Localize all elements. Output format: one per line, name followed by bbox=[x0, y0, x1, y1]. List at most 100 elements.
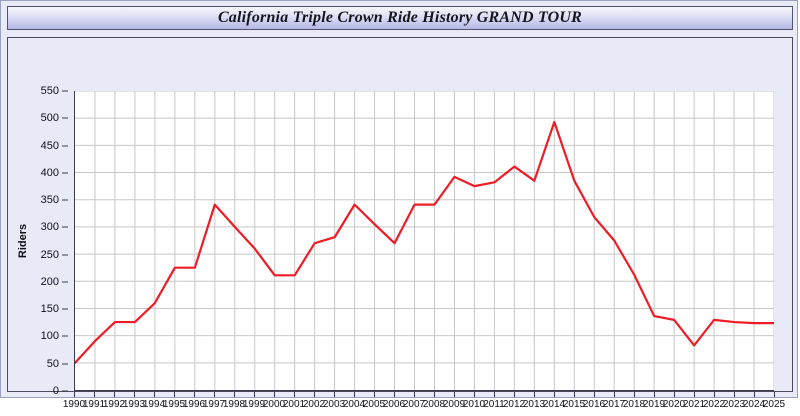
x-tick-label: 1997 bbox=[202, 399, 226, 410]
x-tick-mark bbox=[174, 392, 175, 397]
y-tick-label: 200 bbox=[40, 275, 59, 288]
x-tick-mark bbox=[674, 392, 675, 397]
x-tick-mark bbox=[414, 392, 415, 397]
y-tick-label: 450 bbox=[40, 139, 59, 152]
x-tick-mark bbox=[634, 392, 635, 397]
y-tick-mark bbox=[62, 335, 68, 337]
y-tick-label: 250 bbox=[40, 248, 59, 261]
x-tick-mark bbox=[554, 392, 555, 397]
x-tick-mark bbox=[754, 392, 755, 397]
x-tick-mark bbox=[114, 392, 115, 397]
x-tick-mark bbox=[134, 392, 135, 397]
x-tick-label: 2003 bbox=[322, 399, 346, 410]
x-tick-label: 1995 bbox=[162, 399, 186, 410]
x-tick-label: 2022 bbox=[702, 399, 726, 410]
x-tick-label: 2017 bbox=[602, 399, 626, 410]
x-tick-label: 2012 bbox=[502, 399, 526, 410]
y-tick-mark bbox=[62, 281, 68, 283]
x-tick-mark bbox=[74, 392, 75, 397]
x-tick-label: 2013 bbox=[522, 399, 546, 410]
y-tick-label: 150 bbox=[40, 303, 59, 316]
x-tick-label: 1990 bbox=[62, 399, 86, 410]
x-tick-label: 2008 bbox=[422, 399, 446, 410]
page-title: California Triple Crown Ride History GRA… bbox=[217, 9, 583, 26]
y-tick-mark bbox=[62, 363, 68, 365]
y-tick-label: 550 bbox=[40, 85, 59, 97]
x-tick-label: 2010 bbox=[462, 399, 486, 410]
x-tick-mark bbox=[274, 392, 275, 397]
y-tick-mark bbox=[62, 390, 68, 392]
x-tick-mark bbox=[474, 392, 475, 397]
plot-area bbox=[74, 91, 774, 391]
x-tick-label: 2021 bbox=[682, 399, 706, 410]
x-tick-label: 2015 bbox=[562, 399, 586, 410]
x-tick-mark bbox=[254, 392, 255, 397]
x-tick-label: 2014 bbox=[542, 399, 566, 410]
x-tick-label: 1999 bbox=[242, 399, 266, 410]
x-tick-label: 1992 bbox=[102, 399, 126, 410]
x-tick-mark bbox=[334, 392, 335, 397]
x-tick-mark bbox=[394, 392, 395, 397]
x-tick-mark bbox=[454, 392, 455, 397]
y-tick-mark bbox=[62, 254, 68, 256]
y-tick-mark bbox=[62, 117, 68, 119]
x-tick-mark bbox=[434, 392, 435, 397]
x-tick-label: 2018 bbox=[622, 399, 646, 410]
y-tick-mark bbox=[62, 199, 68, 201]
y-tick-label: 400 bbox=[40, 166, 59, 179]
data-line-series bbox=[75, 91, 774, 390]
x-axis: 1990 1991 1992 1993 1994 1995 1996 1997 1998 1999… bbox=[63, 392, 785, 416]
x-tick-label: 1994 bbox=[142, 399, 166, 410]
x-tick-mark bbox=[574, 392, 575, 397]
y-tick-mark bbox=[62, 308, 68, 310]
x-tick-label: 1996 bbox=[182, 399, 206, 410]
x-tick-mark bbox=[314, 392, 315, 397]
x-tick-mark bbox=[714, 392, 715, 397]
x-tick-mark bbox=[214, 392, 215, 397]
x-tick-label: 2016 bbox=[582, 399, 606, 410]
x-tick-label: 2009 bbox=[442, 399, 466, 410]
x-tick-mark bbox=[694, 392, 695, 397]
x-tick-mark bbox=[234, 392, 235, 397]
x-tick-label: 2005 bbox=[362, 399, 386, 410]
x-tick-label: 2024 bbox=[742, 399, 766, 410]
x-tick-label: 2023 bbox=[722, 399, 746, 410]
x-tick-label: 1991 bbox=[82, 399, 106, 410]
x-tick-label: 2000 bbox=[262, 399, 286, 410]
x-tick-mark bbox=[154, 392, 155, 397]
x-tick-label: 1993 bbox=[122, 399, 146, 410]
y-tick-mark bbox=[62, 145, 68, 147]
x-tick-label: 2001 bbox=[282, 399, 306, 410]
x-tick-label: 2002 bbox=[302, 399, 326, 410]
x-tick-label: 1998 bbox=[222, 399, 246, 410]
y-tick-label: 350 bbox=[40, 194, 59, 207]
x-tick-label: 2006 bbox=[382, 399, 406, 410]
x-tick-mark bbox=[194, 392, 195, 397]
y-axis: 0 50 100 150 200 250 300 350 400 450 500 550 bbox=[8, 85, 68, 397]
plot-panel: Riders 0 50 100 150 200 250 300 350 400 450 500 550… bbox=[7, 37, 793, 410]
x-tick-label: 2011 bbox=[483, 399, 505, 410]
x-tick-label: 2025 bbox=[762, 399, 786, 410]
x-tick-label: 2004 bbox=[342, 399, 366, 410]
x-tick-mark bbox=[774, 392, 775, 397]
y-tick-label: 50 bbox=[46, 357, 59, 370]
y-tick-label: 300 bbox=[40, 221, 59, 234]
x-tick-mark bbox=[614, 392, 615, 397]
x-tick-mark bbox=[594, 392, 595, 397]
chart-title-bar: California Triple Crown Ride History GRA… bbox=[7, 6, 793, 30]
y-tick-mark bbox=[62, 172, 68, 174]
y-tick-label: 0 bbox=[52, 385, 59, 397]
y-tick-mark bbox=[62, 226, 68, 228]
x-tick-mark bbox=[514, 392, 515, 397]
x-tick-mark bbox=[734, 392, 735, 397]
x-tick-mark bbox=[294, 392, 295, 397]
x-tick-mark bbox=[94, 392, 95, 397]
x-tick-label: 2020 bbox=[662, 399, 686, 410]
y-tick-label: 100 bbox=[40, 330, 59, 343]
y-tick-label: 500 bbox=[40, 112, 59, 125]
x-tick-mark bbox=[374, 392, 375, 397]
x-tick-label: 2019 bbox=[642, 399, 666, 410]
grid-lines bbox=[75, 91, 774, 390]
y-tick-mark bbox=[62, 90, 68, 92]
